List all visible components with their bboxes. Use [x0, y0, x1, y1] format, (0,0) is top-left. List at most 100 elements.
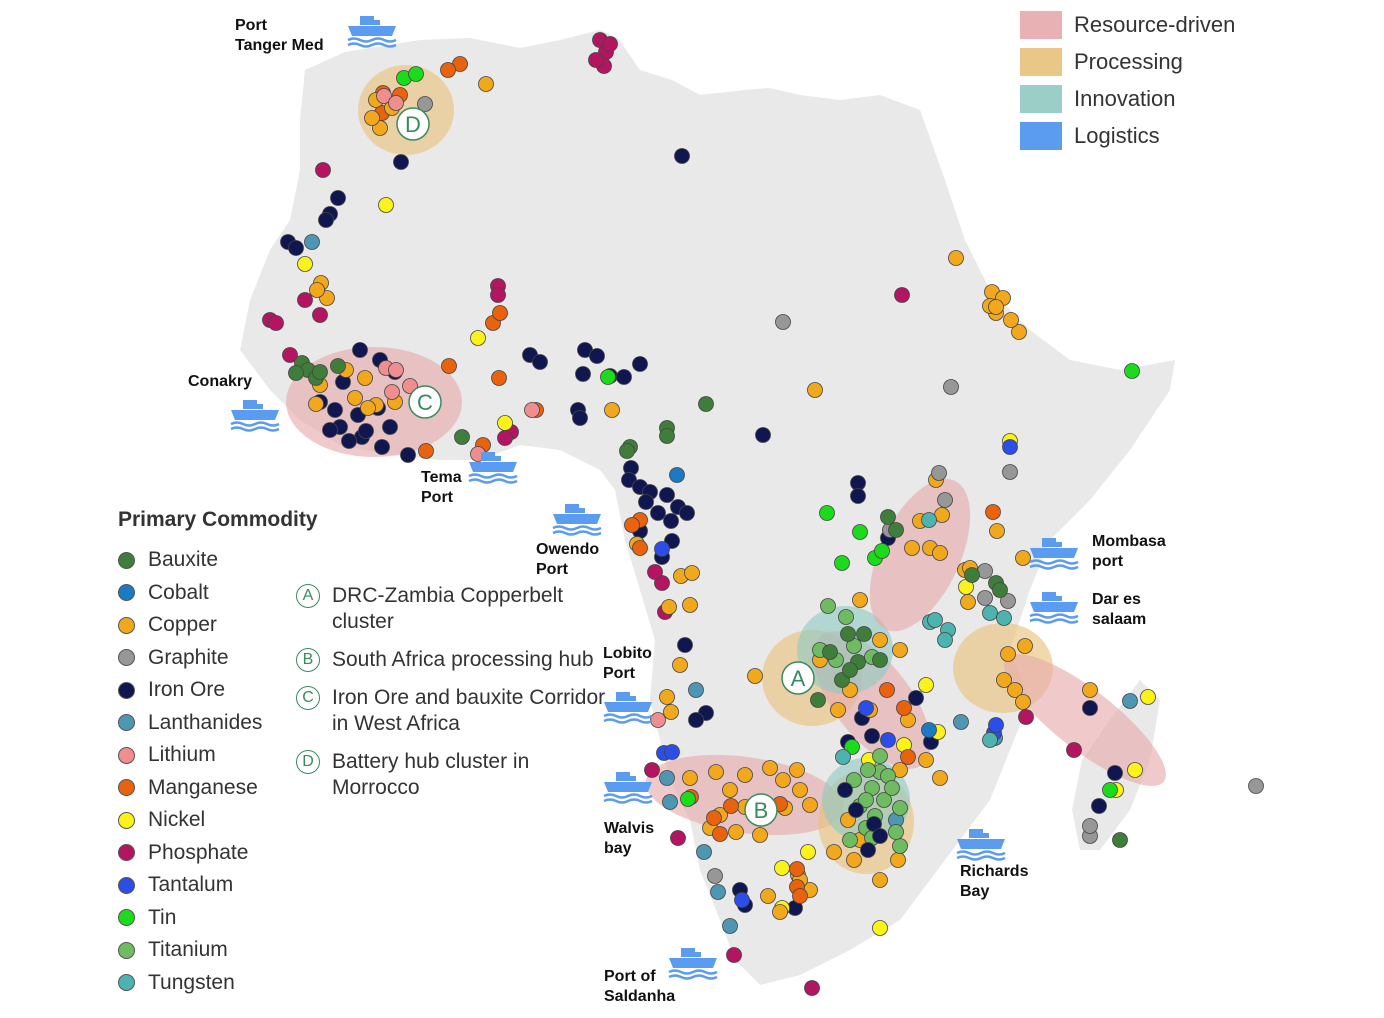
commodity-legend-label: Tin: [148, 905, 177, 929]
point-graphite-0: [775, 314, 791, 330]
port-label-line: Port of: [604, 968, 656, 985]
point-iron-ore-60: [864, 728, 880, 744]
cluster-marker-b: [744, 793, 778, 827]
point-phosphate-1: [297, 292, 313, 308]
point-bauxite-3: [872, 652, 888, 668]
zone-resource-driven-10: [1004, 654, 1166, 786]
commodity-legend-label: Iron Ore: [148, 678, 226, 702]
ship-icon: [230, 400, 280, 432]
point-phosphate-3: [602, 36, 618, 52]
point-tungsten-3: [996, 610, 1012, 626]
point-graphite-7: [977, 590, 993, 606]
cluster-legend-item: A DRC-Zambia Copperbelt cluster: [296, 583, 616, 635]
point-graphite-0: [417, 96, 433, 112]
point-iron-ore-47: [327, 402, 343, 418]
point-copper-45: [830, 702, 846, 718]
point-tin-3: [852, 524, 868, 540]
zone-swatch: [1020, 10, 1062, 39]
point-iron-ore-3: [860, 842, 876, 858]
point-copper-65: [890, 852, 906, 868]
commodity-legend-item: Titanium: [118, 934, 318, 967]
point-phosphate-4: [268, 315, 284, 331]
port-label-tema: Tema Port: [421, 468, 462, 508]
point-nickel-5: [800, 844, 816, 860]
point-lanthanides-5: [710, 884, 726, 900]
point-tin-1: [600, 369, 616, 385]
point-phosphate-4: [588, 52, 604, 68]
points-layer: [262, 32, 1264, 996]
cluster-legend-label: South Africa processing hub: [332, 648, 594, 671]
point-copper-39: [852, 592, 868, 608]
ships-layer: [230, 16, 1079, 980]
cluster-marker-letter-b: B: [754, 798, 769, 823]
point-manganese-9: [632, 540, 648, 556]
point-copper-17: [682, 597, 698, 613]
point-nickel-7: [872, 920, 888, 936]
commodity-dot: [118, 649, 135, 667]
commodity-legend-label: Bauxite: [148, 548, 219, 572]
commodity-legend-label: Manganese: [148, 775, 258, 799]
point-tin-2: [819, 505, 835, 521]
point-phosphate-19: [894, 287, 910, 303]
point-copper-60: [728, 824, 744, 840]
point-iron-ore-46: [382, 419, 398, 435]
point-iron-ore-28: [688, 712, 704, 728]
point-copper-35: [996, 672, 1012, 688]
point-copper-53: [737, 767, 753, 783]
point-titanium-22: [872, 748, 888, 764]
point-bauxite-0: [698, 396, 714, 412]
point-titanium-9: [876, 792, 892, 808]
point-iron-ore-19: [650, 505, 666, 521]
point-lanthanides-6: [722, 918, 738, 934]
port-label-line: Tanger Med: [235, 37, 324, 54]
point-tin-8: [680, 791, 696, 807]
port-label-line: Dar es: [1092, 591, 1141, 608]
port-label-line: Saldanha: [604, 988, 676, 1005]
commodity-legend-label: Graphite: [148, 645, 229, 669]
point-copper-67: [826, 844, 842, 860]
point-tungsten-4: [937, 632, 953, 648]
commodity-legend-label: Tantalum: [148, 873, 234, 897]
port-label-line: Lobito: [603, 645, 652, 662]
commodity-dot: [118, 844, 135, 862]
point-graphite-9: [707, 868, 723, 884]
point-graphite-8: [1000, 593, 1016, 609]
cluster-letter: B: [296, 648, 320, 672]
point-lithium-2: [650, 712, 666, 728]
point-iron-ore-8: [850, 488, 866, 504]
point-lanthanides-3: [662, 794, 678, 810]
point-tin-1: [408, 66, 424, 82]
commodity-legend-item: Tungsten: [118, 967, 318, 1000]
ship-icon: [1029, 538, 1079, 570]
commodity-legend-label: Lanthanides: [148, 710, 263, 734]
point-tin-0: [1124, 363, 1140, 379]
point-lithium-1: [388, 95, 404, 111]
cluster-legend-item: B South Africa processing hub: [296, 647, 616, 673]
port-label-line: port: [1092, 553, 1124, 570]
point-iron-ore-12: [1091, 798, 1107, 814]
point-copper-77: [357, 370, 373, 386]
point-cobalt-1: [921, 722, 937, 738]
point-manganese-11: [879, 682, 895, 698]
point-iron-ore-1: [393, 154, 409, 170]
point-bauxite-13: [888, 522, 904, 538]
ship-icon: [468, 452, 518, 484]
zone-swatch: [1020, 84, 1062, 113]
point-copper-69: [760, 888, 776, 904]
point-copper-32: [1015, 550, 1031, 566]
point-nickel-0: [378, 197, 394, 213]
point-tantalum-7: [988, 717, 1004, 733]
point-tungsten-0: [921, 512, 937, 528]
point-iron-ore-40: [400, 447, 416, 463]
point-manganese-1: [492, 305, 508, 321]
point-manganese-8: [624, 517, 640, 533]
point-tin-6: [874, 543, 890, 559]
point-copper-55: [775, 772, 791, 788]
point-iron-ore-36: [632, 356, 648, 372]
point-bauxite-2: [619, 443, 635, 459]
point-copper-16: [661, 599, 677, 615]
point-iron-ore-4: [318, 212, 334, 228]
point-bauxite-5: [454, 429, 470, 445]
commodity-legend: Primary Commodity Bauxite Cobalt Copper Gra…: [118, 508, 318, 999]
point-tin-9: [1102, 782, 1118, 798]
